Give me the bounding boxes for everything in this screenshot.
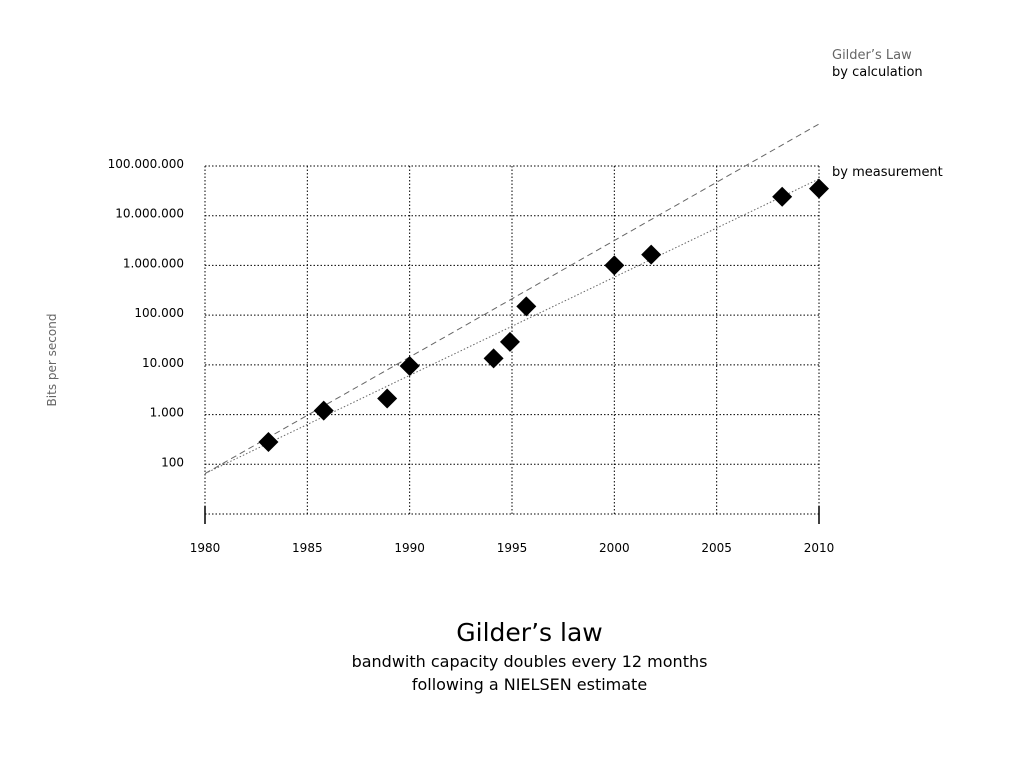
trend-line-by-measurement bbox=[204, 178, 820, 475]
axis-layer: 1980 1985 1990 1995 2000 2005 2010 100 1.000 10.0… bbox=[108, 157, 835, 555]
x-tick-label: 2010 bbox=[804, 541, 835, 555]
data-point-diamond bbox=[399, 355, 420, 376]
point-layer bbox=[258, 178, 829, 453]
data-point-diamond bbox=[313, 400, 334, 421]
data-point-diamond bbox=[258, 432, 279, 453]
by-calculation-annotation: by calculation bbox=[832, 65, 923, 80]
x-tick-label: 2000 bbox=[599, 541, 630, 555]
y-tick-label: 100.000 bbox=[134, 306, 184, 320]
y-tick-label: 1.000 bbox=[150, 406, 184, 420]
data-point-diamond bbox=[604, 255, 625, 276]
data-point-diamond bbox=[483, 348, 504, 369]
by-measurement-annotation: by measurement bbox=[832, 165, 943, 180]
y-axis-title: Bits per second bbox=[45, 314, 59, 407]
chart-subtitle-line-2: following a NIELSEN estimate bbox=[411, 675, 648, 694]
x-tick-label: 1980 bbox=[190, 541, 221, 555]
data-point-diamond bbox=[772, 186, 793, 207]
chart-title: Gilder’s law bbox=[456, 618, 603, 647]
data-point-diamond bbox=[377, 388, 398, 409]
y-tick-label: 10.000.000 bbox=[115, 207, 184, 221]
label-layer: Bits per second Gilder’s Law by calculat… bbox=[45, 48, 943, 406]
x-tick-label: 1985 bbox=[292, 541, 323, 555]
gilders-law-annotation: Gilder’s Law bbox=[832, 48, 912, 63]
trend-line-by-calculation bbox=[204, 123, 820, 475]
x-tick-label: 1990 bbox=[394, 541, 425, 555]
x-tick-label: 2005 bbox=[701, 541, 732, 555]
trend-layer bbox=[204, 123, 820, 475]
y-tick-label: 100 bbox=[161, 455, 184, 469]
data-point-diamond bbox=[809, 178, 829, 199]
y-tick-label: 10.000 bbox=[142, 356, 184, 370]
x-tick-label: 1995 bbox=[497, 541, 528, 555]
data-point-diamond bbox=[499, 331, 520, 352]
grid-layer bbox=[204, 165, 820, 515]
data-point-diamond bbox=[641, 244, 662, 265]
chart-subtitle-line-1: bandwith capacity doubles every 12 month… bbox=[351, 652, 708, 671]
y-tick-label: 1.000.000 bbox=[123, 256, 184, 270]
data-point-diamond bbox=[516, 296, 537, 317]
y-tick-label: 100.000.000 bbox=[108, 157, 184, 171]
chart-caption: Gilder’s law bandwith capacity doubles e… bbox=[0, 616, 1024, 696]
